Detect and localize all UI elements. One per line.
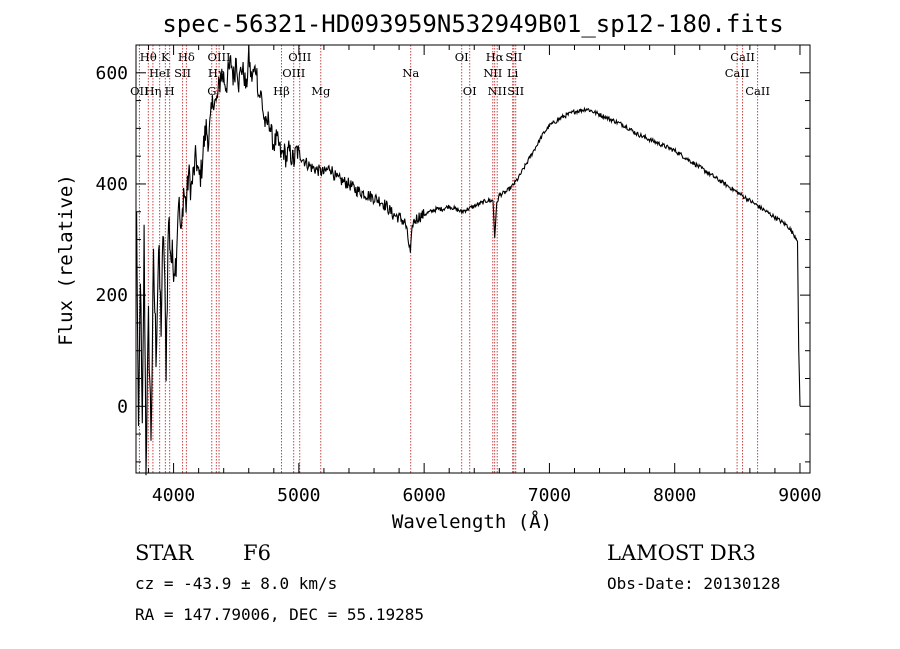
spectral-line-label: OI [463,84,477,98]
spectral-line-label: Li [507,66,519,80]
spectral-line-label: Hη [144,84,161,98]
spectral-line-label: HeI [149,66,170,80]
spectral-line-label: Hθ [140,50,157,64]
spectral-line-label: K [161,50,170,64]
plot-frame [135,44,811,474]
x-axis-label: Wavelength (Å) [392,510,552,533]
x-tick-label: 8000 [653,485,696,506]
spectral-line-label: Hβ [273,84,290,98]
object-subclass: F6 [243,541,271,565]
y-tick-label: 600 [95,63,128,84]
spectral-line-label: G [207,84,216,98]
survey-name: LAMOST DR3 [607,541,756,565]
spectral-line-label: H [165,84,175,98]
spectral-line-label: Hδ [178,50,195,64]
spectrum-series [136,45,801,476]
spectral-line-label: NII [483,66,502,80]
x-tick-label: 4000 [152,485,195,506]
spectral-line-label: CaII [725,66,750,80]
spectral-line-label: OIII [282,66,305,80]
coordinates: RA = 147.79006, DEC = 55.19285 [135,605,424,624]
spectral-line-label: SII [174,66,191,80]
y-axis: 0 200 400 600 [95,63,810,463]
spectral-line-label: CaII [745,84,770,98]
y-tick-label: 400 [95,174,128,195]
spectral-line-label: Mg [311,84,331,98]
x-tick-label: 9000 [778,485,821,506]
spectral-line-label: OI [455,50,469,64]
y-tick-label: 0 [117,396,128,417]
x-tick-label: 5000 [277,485,320,506]
observation-date: Obs-Date: 20130128 [607,574,781,593]
x-tick-label: 6000 [402,485,445,506]
x-axis: 4000 5000 6000 7000 8000 9000 [148,45,822,506]
spectral-line-label: OIII [288,50,311,64]
spectral-line-labels: HθOIIHηHeIKHSIIHδGOIIIHγHβOIIIOIIIMgNaOI… [130,50,770,98]
spectral-line-label: Hα [486,50,504,64]
chart-title: spec-56321-HD093959N532949B01_sp12-180.f… [162,10,783,38]
spectral-line-label: NII [488,84,507,98]
y-tick-label: 200 [95,285,128,306]
spectral-line-label: SII [507,84,524,98]
object-class: STAR [135,541,194,565]
spectral-line-label: SII [505,50,522,64]
redshift-velocity: cz = -43.9 ± 8.0 km/s [135,574,338,593]
spectral-line-label: CaII [730,50,755,64]
y-axis-label: Flux (relative) [55,174,77,346]
x-tick-label: 7000 [528,485,571,506]
spectral-line-label: Na [402,66,419,80]
spectral-line-markers [138,45,759,473]
spectral-line-label: OIII [208,50,231,64]
spectral-line-label: OII [130,84,149,98]
